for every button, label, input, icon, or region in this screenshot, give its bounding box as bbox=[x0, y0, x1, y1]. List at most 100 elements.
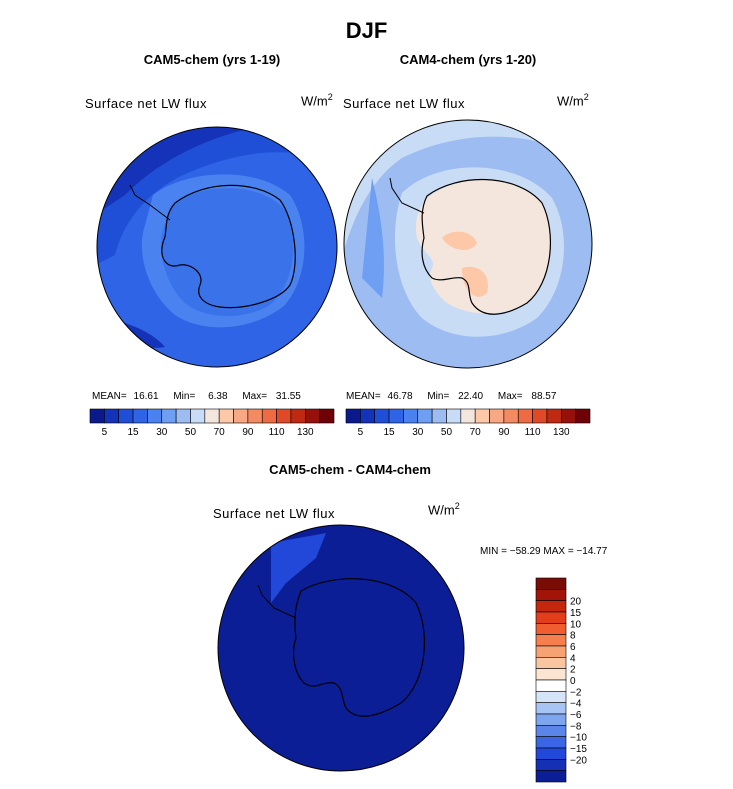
panel-title-cam5: CAM5-chem (yrs 1-19) bbox=[143, 52, 281, 67]
lighter-patch bbox=[271, 533, 326, 603]
colorbar-swatch bbox=[132, 408, 148, 424]
colorbar-swatch bbox=[417, 408, 433, 424]
colorbar-swatch bbox=[147, 408, 163, 424]
colorbar-swatch bbox=[535, 589, 567, 601]
colorbar-swatch bbox=[319, 408, 335, 424]
colorbar-tick-label: −10 bbox=[570, 733, 587, 744]
colorbar-swatch bbox=[535, 668, 567, 681]
colorbar-tick-label: 130 bbox=[297, 427, 314, 438]
map-cam5 bbox=[96, 126, 338, 368]
units-exponent: 2 bbox=[327, 92, 333, 102]
mean-value: 16.61 bbox=[133, 391, 159, 402]
colorbar-tick-label: 30 bbox=[156, 427, 168, 438]
colorbar-swatch bbox=[535, 657, 567, 669]
colorbar-swatch bbox=[190, 408, 206, 424]
colorbar-tick-label: 2 bbox=[570, 665, 576, 676]
peninsula-coastline bbox=[129, 184, 171, 221]
colorbar-swatch bbox=[388, 408, 404, 424]
peninsula-coastline bbox=[389, 177, 425, 214]
colorbar-swatch bbox=[247, 408, 263, 424]
colorbar-tick-label: 15 bbox=[570, 608, 582, 619]
field-label-diff: Surface net LW flux bbox=[213, 506, 335, 521]
colorbar-swatch bbox=[532, 408, 548, 424]
units-exponent: 2 bbox=[583, 92, 589, 102]
panel-title-diff: CAM5-chem - CAM4-chem bbox=[269, 462, 431, 477]
colorbar-swatch bbox=[503, 408, 519, 424]
colorbar-swatch bbox=[535, 577, 567, 590]
colorbar-swatch bbox=[360, 408, 376, 424]
colorbar-swatch bbox=[546, 408, 562, 424]
colorbar-swatch bbox=[89, 408, 105, 424]
colorbar-swatch bbox=[535, 691, 567, 703]
colorbar-swatch bbox=[460, 408, 476, 424]
antarctica-coastline bbox=[421, 179, 552, 315]
colorbar-swatch bbox=[535, 759, 567, 771]
min-value: 22.40 bbox=[458, 391, 484, 402]
colorbar-tick-label: −4 bbox=[570, 699, 582, 710]
colorbar-swatch bbox=[517, 408, 533, 424]
mean-label: MEAN= bbox=[346, 391, 381, 402]
colorbar-tick-label: 4 bbox=[570, 653, 576, 664]
colorbar-swatch bbox=[290, 408, 306, 424]
colorbar-swatch bbox=[474, 408, 490, 424]
colorbar-swatch bbox=[431, 408, 447, 424]
colorbar-swatch bbox=[535, 713, 567, 726]
max-label: Max= bbox=[497, 391, 523, 402]
units-text: W/m bbox=[301, 93, 328, 109]
outer-band bbox=[344, 120, 592, 258]
colorbar-swatch bbox=[218, 408, 234, 424]
colorbar-tick-label: 110 bbox=[269, 427, 285, 438]
colorbar-swatch bbox=[535, 747, 567, 760]
colorbar-swatch bbox=[104, 408, 120, 424]
colorbar-swatch bbox=[233, 408, 249, 424]
map-cam4 bbox=[343, 119, 593, 369]
colorbar-swatch bbox=[535, 725, 567, 737]
colorbar-swatch bbox=[535, 645, 567, 658]
colorbar-cam4: 5 15 30 50 70 90 110 130 bbox=[345, 408, 591, 438]
continent-field bbox=[161, 188, 294, 317]
colorbar-tick-label: 15 bbox=[383, 427, 395, 438]
units-label-cam4: W/m2 bbox=[557, 92, 589, 108]
colorbar-tick-label: 70 bbox=[214, 427, 226, 438]
colorbar-tick-label: 90 bbox=[242, 427, 254, 438]
colorbar-tick-label: 90 bbox=[498, 427, 510, 438]
units-label-diff: W/m2 bbox=[428, 501, 460, 517]
colorbar-tick-label: 50 bbox=[185, 427, 197, 438]
min-label: Min= bbox=[427, 391, 450, 402]
colorbar-tick-label: 8 bbox=[570, 631, 576, 642]
colorbar-tick-label: 15 bbox=[127, 427, 139, 438]
colorbar-swatch bbox=[535, 679, 567, 692]
antarctica-coastline bbox=[293, 578, 426, 717]
max-value: 88.57 bbox=[531, 391, 557, 402]
colorbar-swatch bbox=[535, 600, 567, 613]
field-label-cam5: Surface net LW flux bbox=[85, 96, 207, 111]
min-value: 6.38 bbox=[208, 391, 228, 402]
colorbar-swatch bbox=[489, 408, 505, 424]
mean-value: 46.78 bbox=[387, 391, 413, 402]
colorbar-swatch bbox=[575, 408, 591, 424]
units-text: W/m bbox=[557, 93, 584, 109]
colorbar-swatch bbox=[175, 408, 191, 424]
colorbar-tick-label: 6 bbox=[570, 642, 576, 653]
max-label: Max= bbox=[242, 391, 268, 402]
colorbar-tick-label: 5 bbox=[358, 427, 364, 438]
mean-label: MEAN= bbox=[92, 391, 127, 402]
panel-title-cam4: CAM4-chem (yrs 1-20) bbox=[399, 52, 537, 67]
colorbar-tick-label: 5 bbox=[102, 427, 108, 438]
colorbar-tick-label: 10 bbox=[570, 619, 582, 630]
ocean-field bbox=[218, 525, 464, 771]
colorbar-tick-label: 30 bbox=[412, 427, 424, 438]
map-border bbox=[96, 126, 338, 368]
colorbar-tick-label: 20 bbox=[570, 597, 582, 608]
colorbar-swatch bbox=[560, 408, 576, 424]
dark-streak bbox=[362, 178, 384, 298]
colorbar-tick-label: −20 bbox=[570, 755, 587, 766]
colorbar-swatch bbox=[261, 408, 277, 424]
continent-field bbox=[415, 179, 551, 314]
colorbar-swatch bbox=[204, 408, 220, 424]
map-border bbox=[217, 524, 465, 772]
colorbar-swatch bbox=[276, 408, 292, 424]
colorbar-cam5: 5 15 30 50 70 90 110 130 bbox=[89, 408, 335, 438]
units-exponent: 2 bbox=[454, 501, 460, 511]
